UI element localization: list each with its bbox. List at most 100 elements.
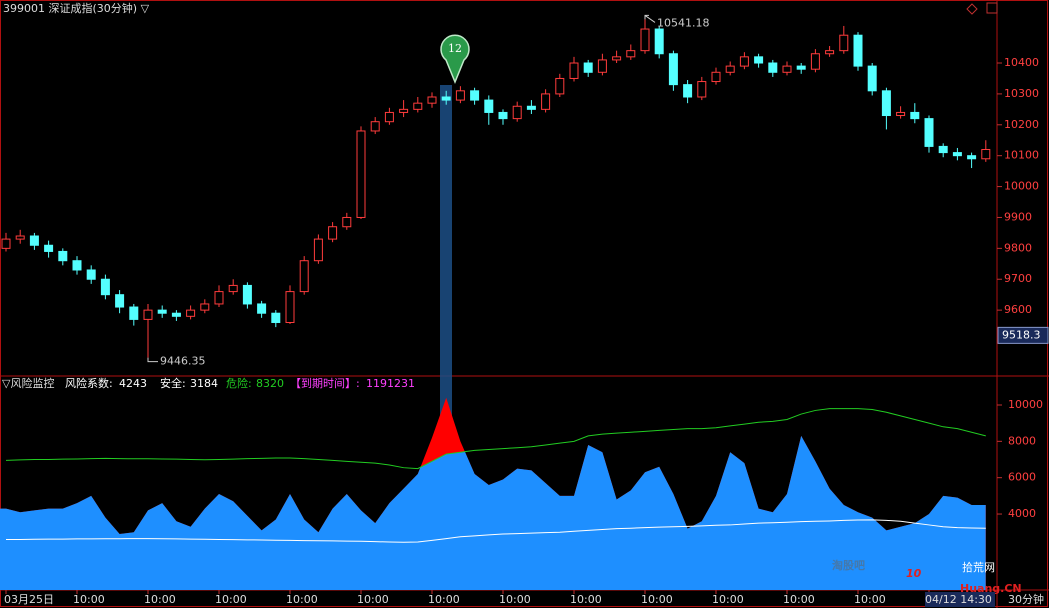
candle-body (626, 50, 636, 58)
logo-site: 拾荒网 (962, 560, 995, 574)
period-label: 30分钟 (1008, 592, 1044, 606)
candle-body (910, 111, 920, 120)
x-tick-label: 10:00 (641, 593, 673, 606)
candle-body (640, 28, 650, 52)
watermark: 淘股吧 (832, 558, 865, 572)
y-tick-label: 10000 (1008, 398, 1043, 411)
y-tick-label: 10400 (1004, 56, 1039, 69)
candle-body (271, 312, 281, 323)
candle-body (484, 99, 494, 113)
x-tick-label: 10:00 (286, 593, 318, 606)
candle-body (115, 294, 125, 308)
candle-body (285, 291, 295, 323)
y-tick-label: 10200 (1004, 118, 1039, 131)
candle-body (129, 306, 139, 320)
candle-body (867, 65, 877, 92)
candle-body (555, 77, 565, 95)
price-tag: 9518.3 (1002, 328, 1041, 341)
candle-body (541, 93, 551, 110)
candle-body (186, 309, 196, 317)
indicator-title: ▽风险监控 (2, 376, 54, 390)
y-tick-label: 10000 (1004, 180, 1039, 193)
x-tick-label: 10:00 (712, 593, 744, 606)
y-tick-label: 9600 (1004, 303, 1032, 316)
y-tick-label: 9700 (1004, 272, 1032, 285)
y-tick-label: 9900 (1004, 210, 1032, 223)
candle-body (72, 260, 82, 271)
indicator-header: ▽风险监控 风险系数: 4243 安全: 3184 危险: 8320 【到期时间】: 11912… (2, 376, 415, 390)
candle-body (526, 105, 536, 110)
x-tick-label: 10:00 (428, 593, 460, 606)
candle-body (427, 96, 437, 104)
candle-body (399, 108, 409, 113)
candle-body (825, 50, 835, 55)
candle-body (938, 145, 948, 154)
x-tick-label: 10:00 (73, 593, 105, 606)
candle-body (810, 53, 820, 70)
candle-body (952, 152, 962, 157)
icon[interactable] (966, 3, 978, 15)
candle-body (754, 56, 764, 64)
candle-body (228, 284, 238, 293)
y-tick-label: 8000 (1008, 434, 1036, 447)
candle-body (569, 62, 579, 79)
candle-body (384, 111, 394, 123)
x-tick-label: 10:00 (499, 593, 531, 606)
marker-pin (440, 34, 470, 84)
marker-label: 12 (448, 42, 462, 55)
cursor-time-box (925, 592, 995, 607)
expiry-value: 1191231 (366, 377, 415, 390)
candle-body (214, 291, 224, 305)
candle-body (853, 34, 863, 67)
x-tick-label: 03月25日 (4, 593, 54, 606)
candle-body (370, 121, 380, 132)
candle-body (654, 28, 664, 55)
candle-body (313, 238, 323, 262)
leader (644, 14, 656, 23)
candle-body (242, 284, 252, 305)
logo-number: 10 (906, 567, 922, 580)
icon[interactable] (986, 2, 998, 14)
danger-line (5, 408, 986, 470)
candle-body (597, 59, 607, 73)
title: ▽风险监控 (2, 376, 54, 390)
candle-body (711, 71, 721, 83)
legend-name: 风险系数: (65, 376, 113, 390)
candle-body (200, 303, 210, 311)
y-tick-label: 6000 (1008, 471, 1036, 484)
candle-body (967, 155, 977, 160)
candle-body (1, 238, 11, 249)
low-label: 9446.35 (160, 355, 206, 368)
marker-band (440, 85, 452, 475)
y-tick-label: 10100 (1004, 149, 1039, 162)
candle-body (455, 90, 465, 101)
candle-body (157, 309, 167, 314)
candle-body (782, 65, 792, 73)
high-label: 10541.18 (657, 16, 710, 29)
window-icons[interactable] (966, 2, 998, 15)
x-tick-label: 10:00 (215, 593, 247, 606)
candle-body (100, 278, 110, 296)
candle-body (896, 111, 906, 117)
candle-body (739, 56, 749, 67)
candle-body (981, 149, 991, 160)
candle-body (171, 312, 181, 317)
candle-body (44, 244, 54, 252)
candle-body (612, 56, 622, 61)
candle-body (441, 96, 451, 101)
candle-body (86, 269, 96, 280)
candle-body (328, 226, 338, 240)
x-tick-label: 10:00 (783, 593, 815, 606)
candle-body (881, 90, 891, 117)
expiry-name: 【到期时间】: (290, 377, 360, 390)
legend-value: 3184 (190, 377, 218, 390)
candle-body (356, 130, 366, 218)
candle-body (768, 62, 778, 73)
candle-body (725, 65, 735, 73)
safe-line (6, 519, 986, 543)
logo-domain: Huang.CN (960, 582, 1022, 595)
candle-body (257, 303, 267, 314)
x-tick-label: 10:00 (357, 593, 389, 606)
candle-body (583, 62, 593, 73)
